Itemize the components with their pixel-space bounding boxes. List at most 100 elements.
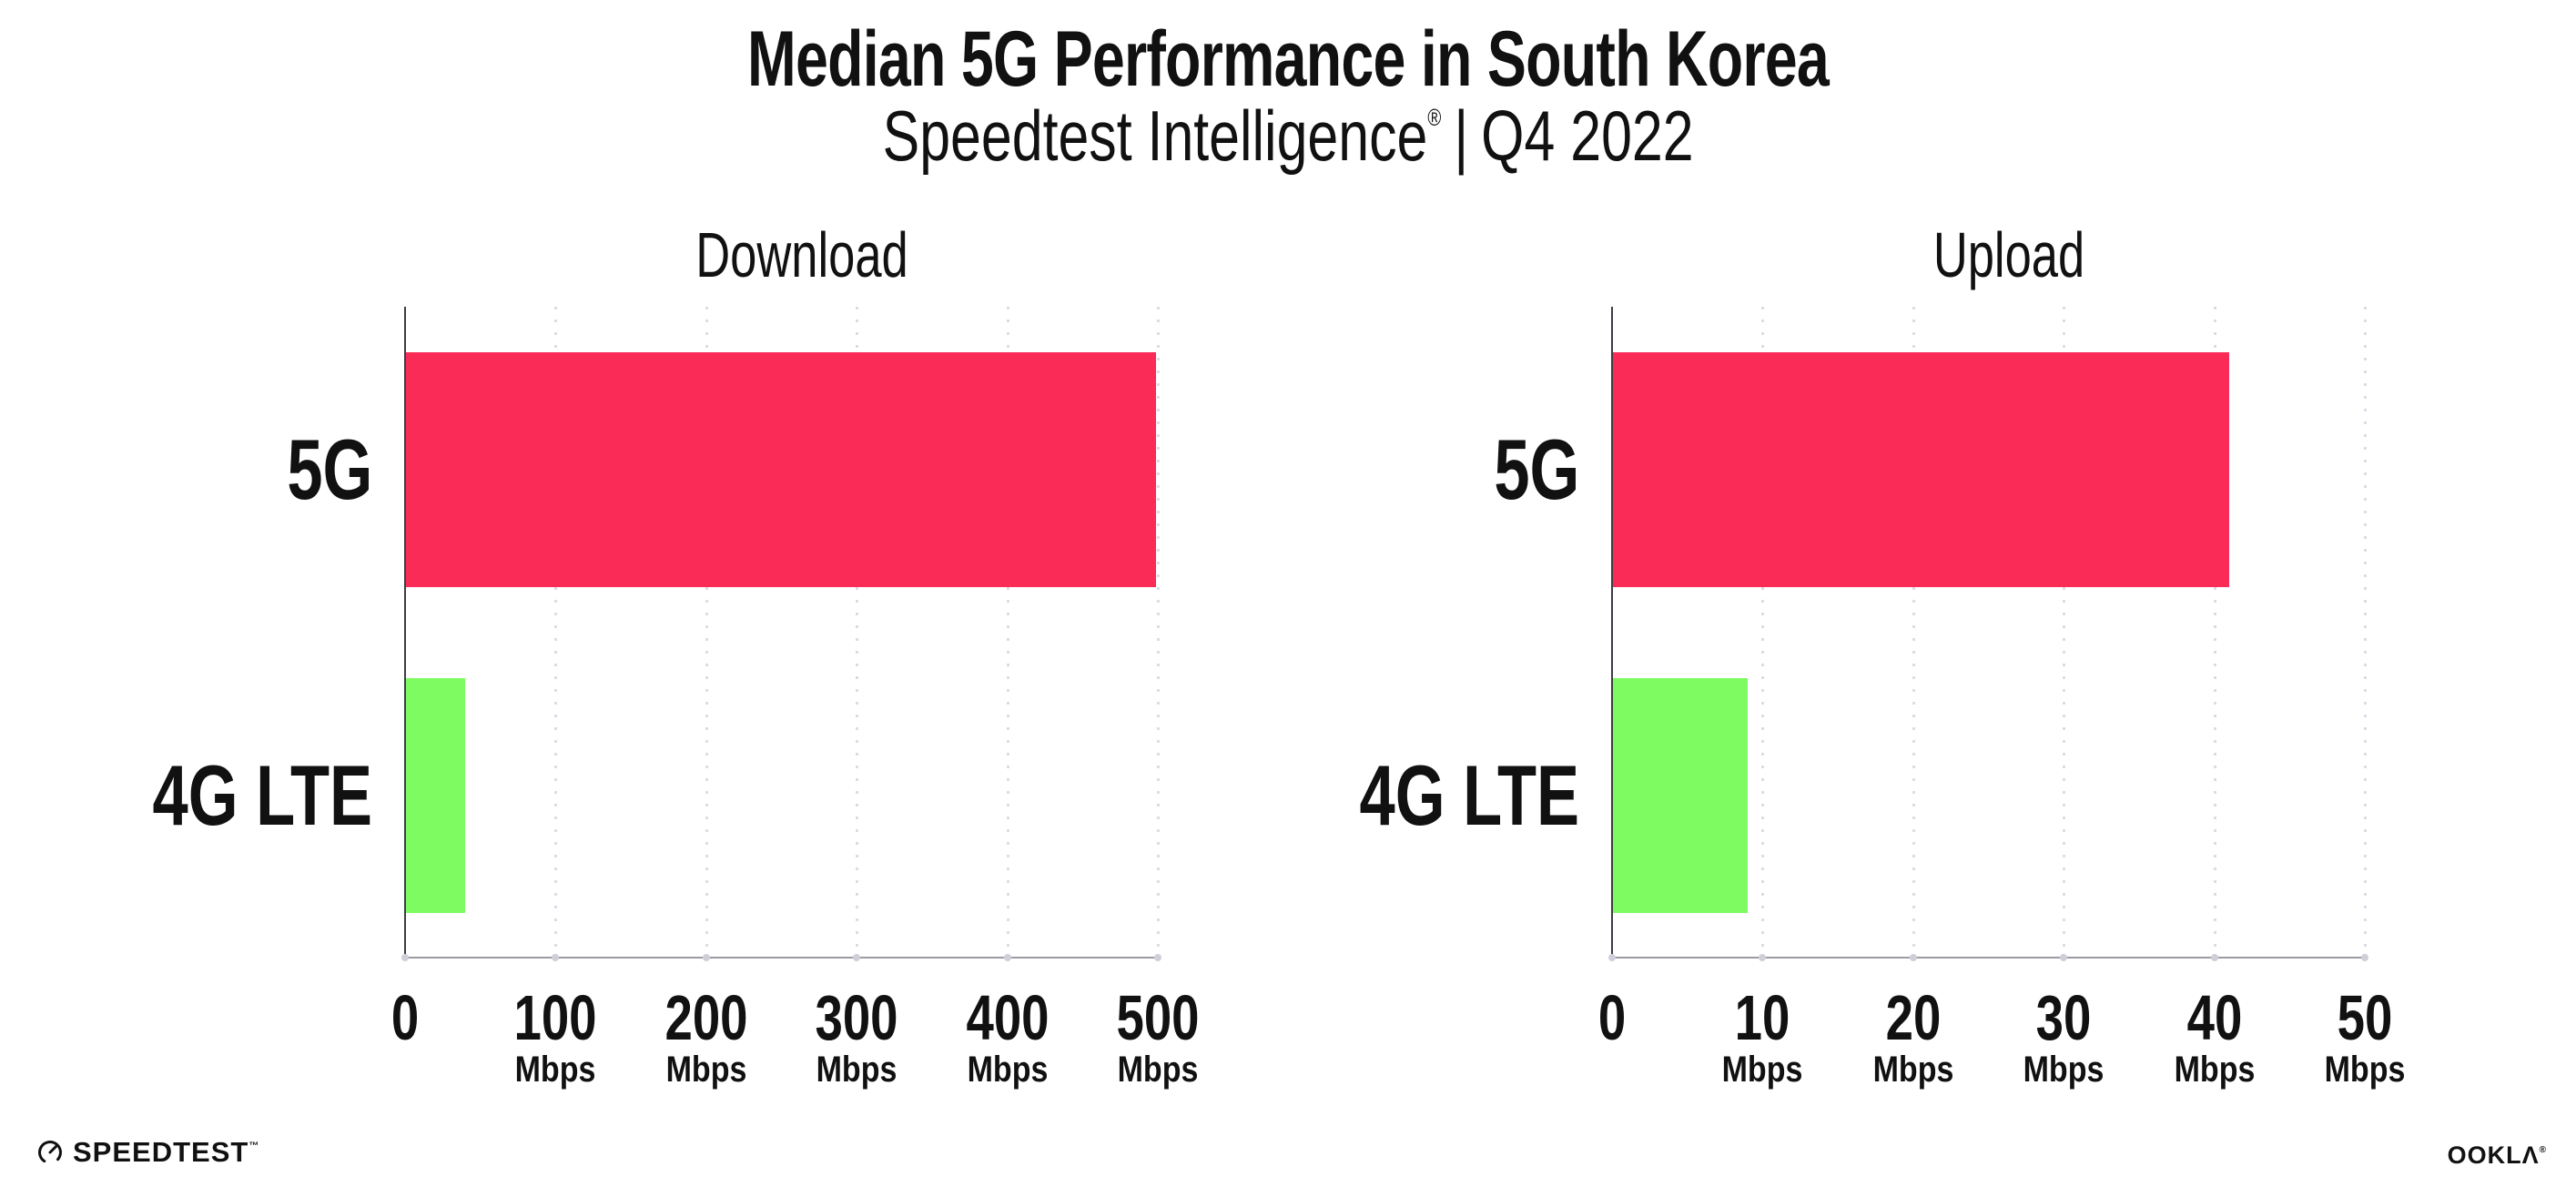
x-tick-value: 40 [2186, 982, 2242, 1053]
x-axis-line [1612, 957, 2367, 959]
upload-chart-title: Upload [1908, 218, 2110, 291]
x-tick-value: 30 [2035, 982, 2092, 1053]
trademark-mark: ™ [248, 1141, 259, 1151]
gridline-10 [1761, 307, 1765, 959]
x-tick-unit-20: Mbps [1866, 1051, 1961, 1088]
subtitle-brand: Speedtest Intelligence [882, 96, 1428, 176]
y-axis-line [1611, 307, 1613, 959]
axis-tick-dot-30 [2060, 954, 2068, 961]
x-tick-label-0: 0 [388, 986, 423, 1050]
speedtest-gauge-icon [38, 1141, 62, 1164]
x-tick-label-0: 0 [1595, 986, 1630, 1050]
x-tick-unit-10: Mbps [1715, 1051, 1810, 1088]
gridline-40 [2213, 307, 2216, 959]
category-label-text: 4G LTE [152, 747, 372, 843]
x-tick-value: 10 [1735, 982, 1790, 1053]
x-tick-label-10: 10 [1727, 986, 1798, 1050]
x-tick-value: 400 [966, 982, 1050, 1053]
bar-5g [1612, 352, 2230, 587]
axis-tick-dot-500 [1154, 954, 1161, 961]
page-title-text: Median 5G Performance in South Korea [746, 15, 1830, 103]
x-tick-unit-text: Mbps [515, 1050, 596, 1090]
x-tick-unit-text: Mbps [816, 1050, 898, 1090]
axis-tick-dot-200 [702, 954, 710, 961]
x-tick-unit-200: Mbps [659, 1051, 754, 1088]
x-tick-label-30: 30 [2028, 986, 2099, 1050]
gridline-200 [705, 307, 708, 959]
category-label-5g: 5G [259, 424, 372, 515]
x-tick-unit-100: Mbps [508, 1051, 603, 1088]
x-tick-label-500: 500 [1105, 986, 1212, 1050]
page-title: Median 5G Performance in South Korea [0, 15, 2576, 105]
x-tick-value: 50 [2337, 982, 2393, 1053]
speedtest-wordmark: SPEEDTEST™ [73, 1136, 259, 1169]
x-tick-value: 200 [664, 982, 748, 1053]
axis-tick-dot-50 [2361, 954, 2368, 961]
upload-plot-area: 5G 4G LTE 0 10 Mbps 20 Mbps 30 Mbps 40 Mbps 50 Mbps [1359, 307, 2405, 1088]
category-label-4g-lte: 4G LTE [1286, 750, 1579, 841]
x-tick-unit-40: Mbps [2166, 1051, 2261, 1088]
x-axis-line [405, 957, 1160, 959]
axis-tick-dot-100 [552, 954, 560, 961]
gridline-50 [2364, 307, 2367, 959]
x-tick-value: 300 [815, 982, 898, 1053]
upload-chart: Upload 5G 4G LTE 0 10 Mbps 20 Mbps 30 Mbps 40 Mbps… [1359, 218, 2405, 1111]
download-chart-title-text: Download [695, 219, 908, 290]
axis-tick-dot-10 [1759, 954, 1767, 961]
axis-tick-dot-20 [1909, 954, 1917, 961]
ookla-logo: OOKLΛ® [2448, 1141, 2547, 1170]
x-tick-unit-text: Mbps [2324, 1050, 2406, 1090]
x-tick-label-100: 100 [502, 986, 609, 1050]
x-tick-label-40: 40 [2179, 986, 2250, 1050]
category-label-text: 5G [1493, 421, 1579, 517]
x-tick-unit-400: Mbps [959, 1051, 1054, 1088]
x-tick-unit-300: Mbps [809, 1051, 904, 1088]
ookla-registered-mark: ® [2539, 1145, 2547, 1155]
bar-5g [405, 352, 1157, 587]
x-tick-unit-text: Mbps [967, 1050, 1048, 1090]
gridline-30 [2063, 307, 2066, 959]
speedtest-logo: SPEEDTEST™ [36, 1136, 259, 1169]
x-tick-value: 500 [1116, 982, 1200, 1053]
x-tick-label-200: 200 [653, 986, 759, 1050]
x-tick-unit-50: Mbps [2317, 1051, 2412, 1088]
axis-tick-dot-400 [1003, 954, 1011, 961]
gridline-100 [554, 307, 558, 959]
x-tick-value: 20 [1885, 982, 1942, 1053]
x-tick-unit-text: Mbps [665, 1050, 747, 1090]
category-label-text: 4G LTE [1359, 747, 1579, 843]
x-tick-value: 100 [513, 982, 597, 1053]
x-tick-unit-text: Mbps [2174, 1050, 2255, 1090]
subtitle-period: Q4 2022 [1481, 96, 1694, 176]
x-tick-unit-500: Mbps [1111, 1051, 1205, 1088]
x-tick-label-400: 400 [954, 986, 1060, 1050]
registered-mark: ® [1427, 104, 1442, 131]
x-tick-unit-text: Mbps [1117, 1050, 1199, 1090]
ookla-wordmark-text: OOKLΛ [2447, 1141, 2540, 1169]
x-tick-value: 0 [1597, 982, 1627, 1053]
x-tick-value: 0 [390, 982, 420, 1053]
x-tick-unit-text: Mbps [1722, 1050, 1803, 1090]
download-chart: Download 5G 4G LTE 0 100 Mbps 200 Mbps 300 Mbps 4… [152, 218, 1200, 1111]
gridline-300 [856, 307, 859, 959]
x-tick-label-300: 300 [804, 986, 910, 1050]
page-subtitle: Speedtest Intelligence® | Q4 2022 [0, 95, 2576, 178]
x-tick-unit-text: Mbps [1872, 1050, 1954, 1090]
axis-tick-dot-40 [2210, 954, 2218, 961]
x-tick-label-50: 50 [2329, 986, 2400, 1050]
download-chart-title: Download [660, 218, 943, 291]
gridline-20 [1912, 307, 1915, 959]
subtitle-separator: | [1454, 96, 1469, 176]
category-label-4g-lte: 4G LTE [79, 750, 372, 841]
y-axis-line [404, 307, 406, 959]
download-plot-area: 5G 4G LTE 0 100 Mbps 200 Mbps 300 Mbps 400 Mbps 500… [152, 307, 1200, 1088]
category-label-text: 5G [286, 421, 372, 517]
x-tick-unit-text: Mbps [2023, 1050, 2104, 1090]
axis-tick-dot-0 [401, 954, 409, 961]
speedtest-wordmark-text: SPEEDTEST [73, 1136, 249, 1168]
x-tick-unit-30: Mbps [2016, 1051, 2111, 1088]
upload-chart-title-text: Upload [1932, 219, 2084, 290]
category-label-5g: 5G [1465, 424, 1579, 515]
bar-4g-lte [1612, 678, 1748, 913]
bar-4g-lte [405, 678, 466, 913]
